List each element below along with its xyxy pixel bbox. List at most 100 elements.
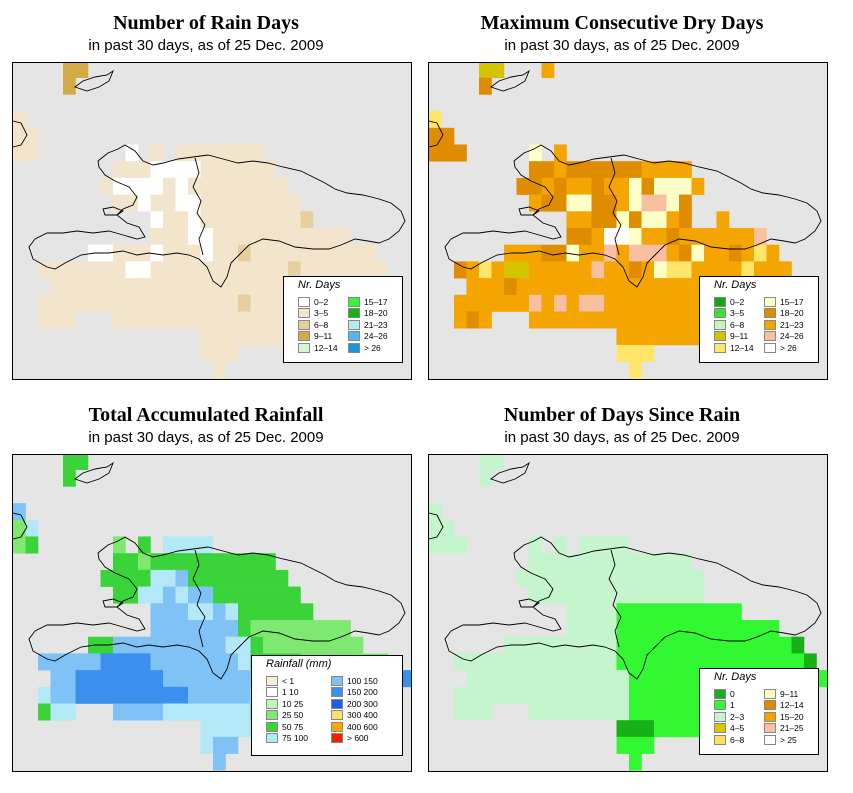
legend-swatch: [764, 734, 776, 745]
grid-cell: [188, 569, 201, 587]
grid-cell: [616, 703, 630, 721]
legend-label: 400 600: [347, 721, 378, 732]
grid-cell: [604, 294, 617, 312]
grid-cell: [654, 703, 667, 721]
grid-cell: [666, 328, 680, 346]
grid-cell: [225, 177, 239, 195]
grid-cell: [138, 703, 151, 721]
grid-cell: [113, 177, 126, 195]
panel-dry-days: Maximum Consecutive Dry Days in past 30 …: [416, 0, 828, 380]
legend-item: 9–11: [764, 688, 804, 700]
grid-cell: [313, 636, 326, 654]
grid-cell: [275, 603, 289, 621]
grid-cell: [350, 244, 364, 262]
grid-cell: [225, 553, 239, 571]
grid-cell: [175, 686, 189, 704]
grid-cell: [441, 536, 455, 554]
grid-cell: [225, 603, 239, 621]
legend-label: 6–8: [730, 319, 745, 330]
legend-label: 12–14: [780, 700, 804, 711]
grid-cell: [213, 720, 226, 738]
grid-cell: [138, 177, 151, 195]
grid-cell: [163, 161, 176, 179]
grid-cell: [88, 686, 101, 704]
legend-label: 10 25: [282, 698, 304, 709]
grid-cell: [641, 553, 655, 571]
grid-cell: [616, 536, 630, 554]
grid-cell: [263, 244, 276, 262]
grid-cell: [729, 244, 742, 262]
grid-cell: [363, 244, 376, 262]
grid-cell: [288, 211, 301, 229]
grid-cell: [529, 161, 542, 179]
grid-cell: [225, 211, 239, 229]
grid-cell: [541, 553, 555, 571]
grid-cell: [666, 636, 680, 654]
grid-cell: [629, 161, 642, 179]
grid-cell: [188, 261, 201, 279]
grid-cell: [150, 653, 164, 671]
grid-cell: [579, 194, 592, 212]
islet-outline: [74, 69, 114, 92]
grid-cell: [566, 603, 580, 621]
grid-cell: [779, 653, 792, 671]
grid-cell: [591, 553, 605, 571]
grid-cell: [616, 553, 630, 571]
grid-cell: [516, 686, 530, 704]
grid-cell: [238, 636, 251, 654]
grid-cell: [163, 703, 176, 721]
grid-cell: [263, 177, 276, 195]
legend-swatch: [298, 331, 310, 342]
grid-cell: [125, 194, 139, 212]
grid-cell: [666, 278, 680, 296]
legend-item: 9–11: [298, 331, 338, 343]
grid-cell: [175, 553, 189, 571]
grid-cell: [629, 753, 642, 771]
grid-cell: [225, 686, 239, 704]
legend-item: 12–14: [714, 342, 754, 354]
legend-col-right: 15–17 18–20 21–23 24–26 > 26: [348, 296, 388, 354]
legend-swatch: [764, 296, 776, 307]
grid-cell: [150, 278, 164, 296]
grid-cell: [616, 569, 630, 587]
legend-swatch: [714, 296, 726, 307]
grid-cell: [491, 653, 505, 671]
grid-cell: [175, 278, 189, 296]
grid-cell: [529, 569, 542, 587]
grid-cell: [100, 569, 114, 587]
grid-cell: [641, 620, 655, 637]
grid-cell: [604, 620, 617, 637]
grid-cell: [691, 261, 705, 279]
grid-cell: [666, 569, 680, 587]
grid-cell: [213, 228, 226, 245]
grid-cell: [654, 278, 667, 296]
grid-cell: [641, 177, 655, 195]
grid-cell: [225, 228, 239, 245]
grid-cell: [375, 261, 389, 279]
legend-col-right: 15–17 18–20 21–23 24–26 > 26: [764, 296, 804, 354]
legend-swatch: [714, 711, 726, 722]
grid-cell: [479, 653, 492, 671]
grid-cell: [163, 311, 176, 329]
grid-cell: [679, 586, 692, 604]
grid-cell: [466, 261, 480, 279]
grid-cell: [38, 653, 51, 671]
panel-subtitle: in past 30 days, as of 25 Dec. 2009: [504, 37, 740, 54]
grid-cell: [629, 177, 642, 195]
grid-cell: [541, 653, 555, 671]
grid-cell: [616, 211, 630, 229]
grid-cell: [629, 653, 642, 671]
islet-outline: [102, 206, 124, 216]
grid-cell: [125, 261, 139, 279]
grid-cell: [238, 553, 251, 571]
grid-cell: [579, 620, 592, 637]
grid-cell: [616, 228, 630, 245]
grid-cell: [754, 228, 767, 245]
grid-cell: [629, 553, 642, 571]
grid-cell: [225, 144, 239, 162]
grid-cell: [654, 194, 667, 212]
grid-cell: [654, 211, 667, 229]
grid-cell: [666, 553, 680, 571]
grid-cell: [63, 670, 76, 688]
grid-cell: [200, 161, 214, 179]
